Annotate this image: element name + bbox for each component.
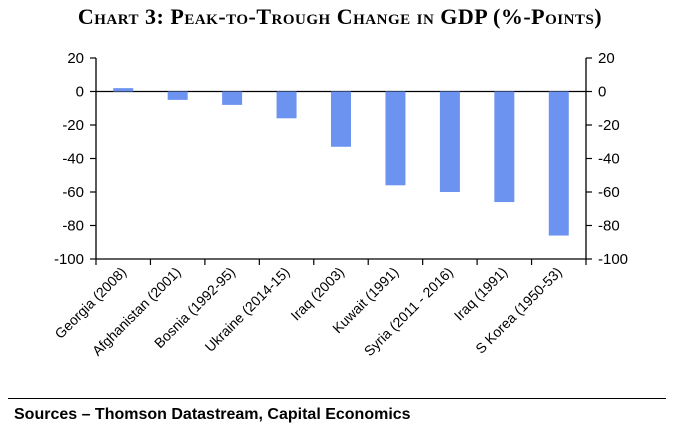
y-tick-label-left: -20 <box>62 117 84 134</box>
bar <box>276 91 297 119</box>
bar <box>548 91 569 236</box>
source-divider <box>8 398 666 399</box>
y-tick-label-right: -20 <box>598 117 620 134</box>
bar <box>331 91 351 147</box>
y-tick-label-right: -80 <box>598 218 620 235</box>
y-tick-label-right: -100 <box>598 251 628 268</box>
source-note: Sources – Thomson Datastream, Capital Ec… <box>14 406 411 423</box>
y-tick-label-right: 20 <box>598 50 615 67</box>
bar <box>494 91 515 203</box>
y-tick-label-right: -60 <box>598 184 620 201</box>
y-tick-label-left: 0 <box>76 84 84 101</box>
bar <box>385 91 406 186</box>
bar <box>222 91 243 105</box>
y-tick-label-left: -100 <box>54 251 84 268</box>
y-tick-label-left: 20 <box>67 50 84 67</box>
y-tick-label-left: -80 <box>62 218 84 235</box>
bar <box>167 91 188 100</box>
y-tick-label-right: -40 <box>598 151 620 168</box>
y-tick-label-right: 0 <box>598 84 606 101</box>
bar <box>439 91 460 192</box>
y-tick-label-left: -40 <box>62 151 84 168</box>
y-tick-label-left: -60 <box>62 184 84 201</box>
bar <box>113 88 134 92</box>
chart-title: Chart 3: Peak-to-Trough Change in GDP (%… <box>77 4 603 29</box>
